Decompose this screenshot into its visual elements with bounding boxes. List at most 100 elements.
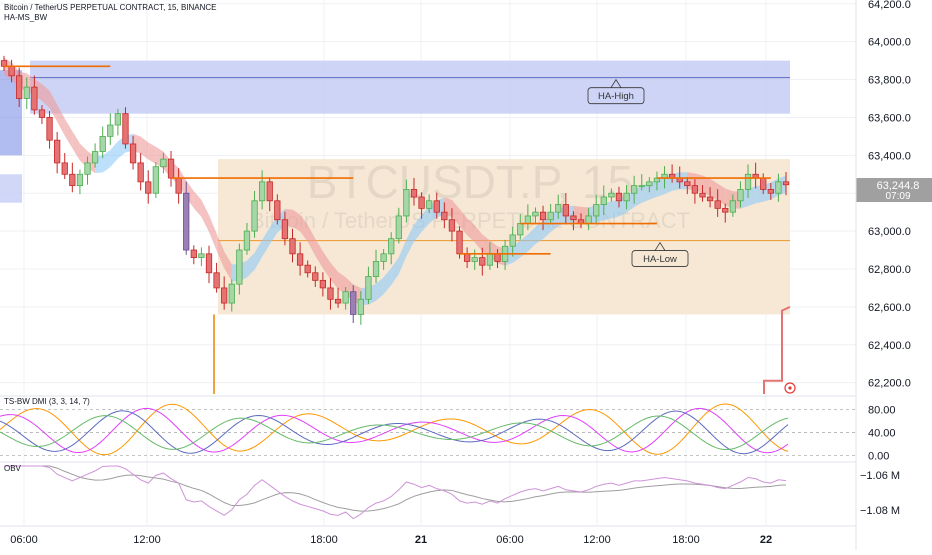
candle <box>69 162 76 193</box>
dmi-level-label: 0.00 <box>868 450 889 462</box>
time-tick-label: 21 <box>415 534 427 546</box>
ma-ribbon-segment <box>254 239 263 270</box>
candle <box>23 77 30 109</box>
candle <box>357 291 364 325</box>
candle <box>289 228 296 263</box>
candle <box>433 192 440 219</box>
price-tick-label: 63,800.0 <box>868 75 911 87</box>
candle <box>129 135 137 170</box>
candle <box>562 193 569 225</box>
candle <box>555 194 562 219</box>
candle <box>608 188 615 202</box>
ma-ribbon-segment <box>72 131 80 161</box>
candle <box>61 153 68 180</box>
candle <box>84 156 91 185</box>
candle <box>744 164 752 198</box>
candle <box>729 194 736 217</box>
left-zone-block <box>0 174 22 203</box>
indicator-title[interactable]: HA-MS_BW <box>4 13 48 22</box>
ma-ribbon-segment <box>208 214 217 251</box>
ma-ribbon-segment <box>148 142 156 164</box>
candle <box>137 153 144 191</box>
price-tick-label: 64,200.0 <box>868 0 911 11</box>
candle <box>479 247 486 276</box>
ma-ribbon-segment <box>102 150 111 173</box>
ma-ribbon-segment <box>398 239 407 275</box>
dmi-title[interactable]: TS-BW DMI (3, 3, 14, 7) <box>4 397 90 406</box>
candle <box>46 111 53 149</box>
candle <box>388 232 395 265</box>
candle <box>334 287 342 308</box>
ma-ribbon-segment <box>474 225 483 252</box>
ma-ribbon-segment <box>702 175 711 196</box>
ma-ribbon-segment <box>186 180 194 209</box>
candle <box>395 207 402 244</box>
time-tick-label: 12:00 <box>583 534 611 546</box>
candle <box>296 242 304 276</box>
ma-ribbon-segment <box>451 199 460 227</box>
ma-ribbon-segment <box>710 178 718 201</box>
ma-ribbon-segment <box>41 83 50 108</box>
countdown-label: 07:09 <box>885 191 910 202</box>
candle <box>221 276 228 310</box>
ma-ribbon-segment <box>140 136 149 160</box>
candle <box>403 179 410 223</box>
ma-ribbon-segment <box>603 201 612 221</box>
price-tick-label: 63,000.0 <box>868 226 911 238</box>
ma-ribbon-segment <box>543 214 551 240</box>
ma-ribbon-segment <box>421 206 430 233</box>
ma-ribbon-segment <box>322 251 331 280</box>
candle <box>350 285 357 323</box>
time-tick-label: 18:00 <box>310 534 338 546</box>
chart-title: Bitcoin / TetherUS PERPETUAL CONTRACT, 1… <box>4 3 217 12</box>
ha-high-label: HA-High <box>598 91 634 102</box>
candle <box>236 243 243 295</box>
dmi-level-label: 40.00 <box>868 427 896 439</box>
obv-level-label: −1.08 M <box>860 505 900 517</box>
candle <box>638 174 645 191</box>
candle <box>471 249 478 270</box>
candle <box>107 113 114 145</box>
candle <box>418 192 425 219</box>
candle <box>312 266 319 287</box>
candle <box>243 222 251 255</box>
dmi-level-label: 80.00 <box>868 404 896 416</box>
dmi-orange-line <box>0 403 789 456</box>
ma-ribbon-segment <box>482 234 490 258</box>
price-tick-label: 62,400.0 <box>868 340 911 352</box>
candle <box>145 170 152 204</box>
time-tick-label: 06:00 <box>10 534 38 546</box>
candle <box>722 203 729 223</box>
candle <box>691 179 699 204</box>
dmi-green-line <box>0 415 789 450</box>
candle <box>205 245 213 284</box>
candle <box>160 152 167 174</box>
ma-ribbon-segment <box>300 214 308 242</box>
candle <box>54 132 61 174</box>
candle <box>775 173 782 202</box>
ma-ribbon-segment <box>527 226 536 252</box>
time-tick-label: 22 <box>760 534 772 546</box>
candle <box>684 177 691 195</box>
candle <box>76 169 84 195</box>
time-tick-label: 18:00 <box>672 534 700 546</box>
candle <box>631 175 638 204</box>
candle <box>737 181 744 208</box>
candle <box>228 279 235 312</box>
ma-ribbon-segment <box>467 218 475 243</box>
ma-ribbon-segment <box>641 182 650 203</box>
candle <box>509 226 516 257</box>
candle <box>767 182 774 200</box>
ma-ribbon-segment <box>383 268 392 295</box>
ha-low-callout: HA-Low <box>631 241 689 267</box>
obv-title[interactable]: OBV <box>4 464 22 473</box>
candle <box>372 249 380 284</box>
candle <box>782 171 790 196</box>
candle <box>213 262 220 293</box>
price-tick-label: 62,200.0 <box>868 378 911 390</box>
price-tick-label: 63,400.0 <box>868 150 911 162</box>
ma-ribbon-segment <box>49 90 58 122</box>
candle <box>623 185 630 210</box>
candle <box>615 186 623 208</box>
